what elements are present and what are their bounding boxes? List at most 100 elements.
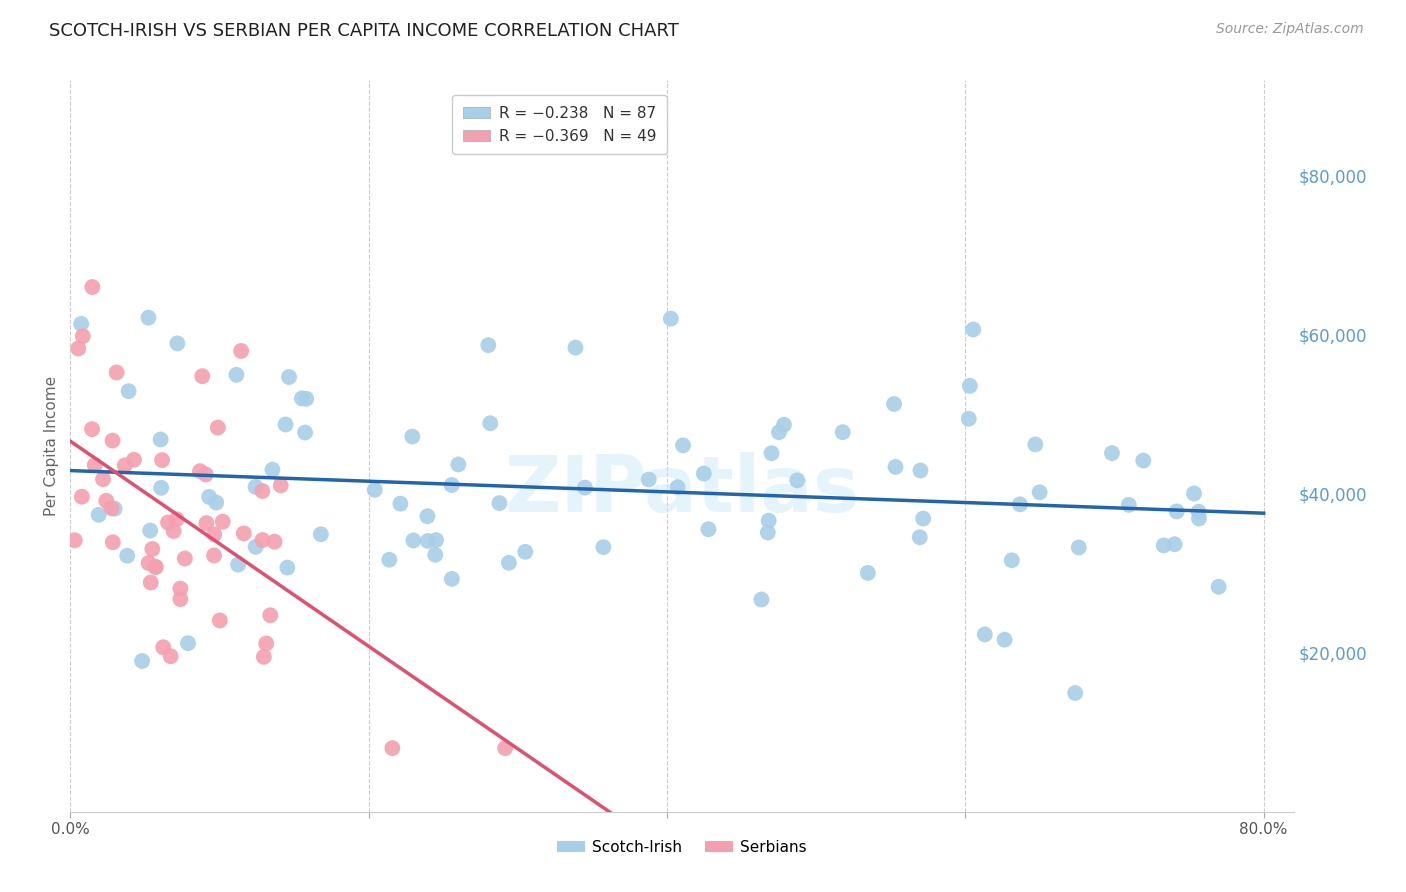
Point bbox=[381, 741, 404, 756]
Point bbox=[191, 369, 214, 384]
Point bbox=[378, 552, 401, 566]
Point bbox=[229, 343, 252, 358]
Point bbox=[259, 608, 281, 623]
Point bbox=[177, 636, 200, 650]
Text: ZIPatlas: ZIPatlas bbox=[505, 452, 859, 528]
Point bbox=[141, 541, 163, 556]
Point bbox=[1208, 580, 1230, 594]
Point bbox=[173, 551, 195, 566]
Point bbox=[101, 434, 124, 448]
Point bbox=[202, 549, 225, 563]
Point bbox=[263, 534, 285, 549]
Point bbox=[768, 425, 790, 440]
Point bbox=[959, 379, 981, 393]
Point bbox=[139, 575, 162, 590]
Point bbox=[67, 342, 90, 356]
Point bbox=[477, 338, 499, 352]
Point bbox=[72, 329, 94, 343]
Point bbox=[145, 559, 167, 574]
Point bbox=[1166, 504, 1188, 518]
Point bbox=[63, 533, 86, 548]
Point bbox=[1064, 686, 1087, 700]
Point bbox=[115, 549, 138, 563]
Point bbox=[1067, 541, 1090, 555]
Point bbox=[83, 458, 105, 472]
Point bbox=[252, 533, 274, 547]
Point bbox=[157, 516, 180, 530]
Point bbox=[786, 474, 808, 488]
Point bbox=[104, 501, 127, 516]
Point bbox=[574, 481, 596, 495]
Point bbox=[91, 472, 114, 486]
Point bbox=[962, 322, 984, 336]
Point bbox=[364, 483, 387, 497]
Point bbox=[149, 433, 172, 447]
Point bbox=[169, 592, 191, 607]
Point bbox=[245, 480, 267, 494]
Point bbox=[274, 417, 297, 432]
Point bbox=[159, 649, 181, 664]
Point bbox=[117, 384, 139, 399]
Point bbox=[401, 429, 423, 443]
Point bbox=[498, 556, 520, 570]
Point bbox=[122, 452, 145, 467]
Point bbox=[659, 311, 682, 326]
Point bbox=[592, 540, 614, 554]
Point bbox=[773, 417, 796, 432]
Point bbox=[957, 411, 980, 425]
Point bbox=[198, 490, 221, 504]
Point bbox=[278, 370, 301, 384]
Point bbox=[131, 654, 153, 668]
Point bbox=[447, 458, 470, 472]
Y-axis label: Per Capita Income: Per Capita Income bbox=[44, 376, 59, 516]
Point bbox=[101, 535, 124, 549]
Point bbox=[1118, 498, 1140, 512]
Point bbox=[440, 572, 463, 586]
Point bbox=[693, 467, 716, 481]
Point bbox=[188, 464, 211, 478]
Point bbox=[150, 481, 173, 495]
Point bbox=[291, 392, 314, 406]
Point bbox=[488, 496, 510, 510]
Point bbox=[202, 527, 225, 541]
Point bbox=[1001, 553, 1024, 567]
Point bbox=[87, 508, 110, 522]
Point bbox=[70, 490, 93, 504]
Point bbox=[276, 560, 298, 574]
Point bbox=[80, 422, 103, 436]
Point bbox=[973, 627, 995, 641]
Point bbox=[440, 478, 463, 492]
Text: SCOTCH-IRISH VS SERBIAN PER CAPITA INCOME CORRELATION CHART: SCOTCH-IRISH VS SERBIAN PER CAPITA INCOM… bbox=[49, 22, 679, 40]
Point bbox=[416, 533, 439, 548]
Point bbox=[908, 530, 931, 544]
Point bbox=[70, 317, 93, 331]
Point bbox=[751, 592, 773, 607]
Point bbox=[425, 533, 447, 547]
Point bbox=[831, 425, 853, 439]
Point bbox=[270, 478, 292, 492]
Point bbox=[856, 566, 879, 580]
Point bbox=[169, 582, 191, 596]
Point bbox=[761, 446, 783, 460]
Point bbox=[194, 467, 217, 482]
Point bbox=[910, 463, 932, 477]
Point bbox=[479, 416, 502, 430]
Point bbox=[912, 511, 935, 525]
Point bbox=[1008, 497, 1031, 511]
Legend: Scotch-Irish, Serbians: Scotch-Irish, Serbians bbox=[550, 832, 814, 863]
Point bbox=[138, 310, 160, 325]
Point bbox=[207, 420, 229, 434]
Point bbox=[402, 533, 425, 548]
Point bbox=[416, 509, 439, 524]
Point bbox=[114, 458, 136, 473]
Point bbox=[226, 558, 249, 572]
Point bbox=[883, 397, 905, 411]
Point bbox=[253, 649, 276, 664]
Point bbox=[666, 480, 689, 494]
Point bbox=[756, 525, 779, 540]
Point bbox=[294, 425, 316, 440]
Point bbox=[105, 366, 128, 380]
Point bbox=[1188, 511, 1211, 525]
Point bbox=[245, 540, 267, 554]
Point bbox=[1132, 453, 1154, 467]
